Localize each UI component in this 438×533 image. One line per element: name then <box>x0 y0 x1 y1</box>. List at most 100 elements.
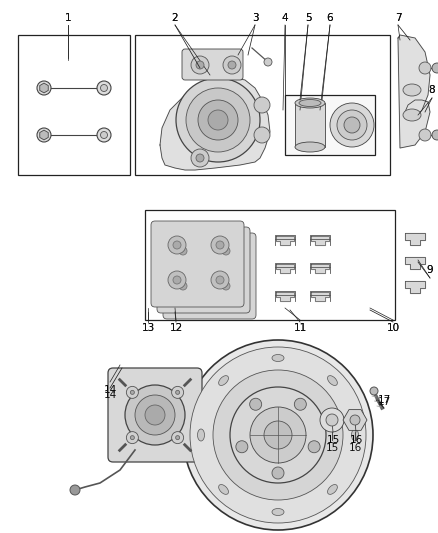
Circle shape <box>100 132 107 139</box>
Circle shape <box>179 247 187 255</box>
Polygon shape <box>405 281 425 293</box>
Text: 1: 1 <box>65 13 71 23</box>
Text: 4: 4 <box>282 13 288 23</box>
Circle shape <box>344 117 360 133</box>
Polygon shape <box>405 257 425 269</box>
Text: 9: 9 <box>427 265 433 275</box>
Circle shape <box>330 103 374 147</box>
Text: 10: 10 <box>386 323 399 333</box>
Text: 15: 15 <box>326 435 339 445</box>
Circle shape <box>370 387 378 395</box>
Text: 6: 6 <box>327 13 333 23</box>
Circle shape <box>216 241 224 249</box>
Circle shape <box>191 149 209 167</box>
Circle shape <box>432 63 438 73</box>
Polygon shape <box>276 292 294 301</box>
Polygon shape <box>276 236 294 245</box>
Text: 11: 11 <box>293 323 307 333</box>
Circle shape <box>264 58 272 66</box>
Circle shape <box>190 347 366 523</box>
Ellipse shape <box>295 142 325 152</box>
Text: 9: 9 <box>427 265 433 275</box>
Circle shape <box>222 282 230 290</box>
Circle shape <box>250 407 306 463</box>
Circle shape <box>125 385 185 445</box>
Circle shape <box>127 386 138 398</box>
Bar <box>145 210 395 320</box>
Circle shape <box>228 253 236 261</box>
Circle shape <box>254 127 270 143</box>
Text: 1: 1 <box>65 13 71 23</box>
Circle shape <box>217 242 235 260</box>
Circle shape <box>432 130 438 140</box>
Polygon shape <box>276 264 294 273</box>
Circle shape <box>168 236 186 254</box>
Circle shape <box>179 282 187 290</box>
Text: 14: 14 <box>103 390 117 400</box>
Circle shape <box>176 390 180 394</box>
Text: 4: 4 <box>282 13 288 23</box>
Ellipse shape <box>219 484 229 495</box>
Circle shape <box>172 386 184 398</box>
Circle shape <box>145 405 165 425</box>
Ellipse shape <box>272 354 284 361</box>
Circle shape <box>196 154 204 162</box>
Circle shape <box>228 288 236 296</box>
Circle shape <box>272 467 284 479</box>
Circle shape <box>308 441 320 453</box>
Circle shape <box>228 61 236 69</box>
Circle shape <box>185 253 193 261</box>
Circle shape <box>173 276 181 284</box>
Circle shape <box>174 242 192 260</box>
Polygon shape <box>160 78 270 170</box>
Circle shape <box>180 248 198 266</box>
Circle shape <box>250 398 261 410</box>
Ellipse shape <box>272 508 284 515</box>
Circle shape <box>176 78 260 162</box>
Circle shape <box>131 435 134 440</box>
Text: 12: 12 <box>170 323 183 333</box>
Circle shape <box>223 56 241 74</box>
Polygon shape <box>311 264 329 273</box>
Bar <box>135 35 390 175</box>
Circle shape <box>198 100 238 140</box>
Text: 7: 7 <box>395 13 401 23</box>
Text: 16: 16 <box>350 435 363 445</box>
Circle shape <box>211 271 229 289</box>
Text: 5: 5 <box>305 13 311 23</box>
Circle shape <box>208 110 228 130</box>
Polygon shape <box>405 233 425 245</box>
Circle shape <box>326 414 338 426</box>
Circle shape <box>211 236 229 254</box>
Ellipse shape <box>198 429 205 441</box>
Circle shape <box>254 97 270 113</box>
Bar <box>295 103 325 147</box>
Circle shape <box>100 85 107 92</box>
Circle shape <box>172 432 184 443</box>
Circle shape <box>217 277 235 295</box>
Circle shape <box>176 435 180 440</box>
Text: 8: 8 <box>429 85 435 95</box>
Text: 11: 11 <box>293 323 307 333</box>
Text: 5: 5 <box>305 13 311 23</box>
Circle shape <box>185 288 193 296</box>
Text: 7: 7 <box>395 13 401 23</box>
Circle shape <box>264 421 292 449</box>
Ellipse shape <box>295 98 325 108</box>
Ellipse shape <box>328 484 337 495</box>
Circle shape <box>131 390 134 394</box>
Circle shape <box>236 441 248 453</box>
Circle shape <box>183 340 373 530</box>
Text: 2: 2 <box>172 13 178 23</box>
FancyBboxPatch shape <box>163 233 256 319</box>
Circle shape <box>216 276 224 284</box>
Polygon shape <box>311 292 329 301</box>
Circle shape <box>230 387 326 483</box>
Ellipse shape <box>403 109 421 121</box>
Ellipse shape <box>219 376 229 385</box>
Text: 12: 12 <box>170 323 183 333</box>
Ellipse shape <box>403 84 421 96</box>
Text: 17: 17 <box>378 395 391 405</box>
Circle shape <box>419 129 431 141</box>
Text: 6: 6 <box>327 13 333 23</box>
